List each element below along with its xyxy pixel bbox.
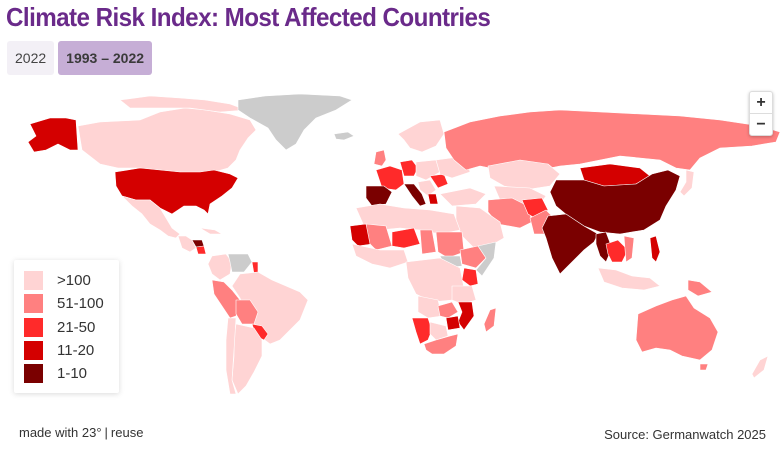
region-kenya[interactable] — [461, 267, 479, 287]
region-namibia[interactable] — [411, 317, 433, 345]
region-zimbabwe[interactable] — [445, 315, 461, 331]
region-india[interactable] — [541, 213, 599, 275]
region-spain[interactable] — [365, 185, 393, 207]
region-canada[interactable] — [77, 107, 257, 177]
region-thailand[interactable] — [605, 239, 629, 263]
legend-swatch — [24, 340, 43, 360]
region-venezuela[interactable] — [227, 253, 253, 273]
region-chile[interactable] — [225, 317, 237, 395]
region-iran[interactable] — [487, 197, 533, 229]
region-japan[interactable] — [679, 169, 695, 197]
region-russia[interactable] — [443, 109, 780, 173]
region-nicaragua[interactable] — [195, 245, 207, 255]
region-greece[interactable] — [427, 193, 439, 205]
period-tabs: 2022 1993 – 2022 — [7, 41, 153, 75]
legend-label: >100 — [57, 271, 91, 289]
region-south-africa[interactable] — [423, 333, 459, 355]
zoom-out-button[interactable]: − — [750, 113, 772, 135]
region-indonesia[interactable] — [597, 267, 661, 291]
region-mozambique[interactable] — [457, 301, 475, 331]
region-niger[interactable] — [391, 227, 421, 249]
map-legend: >100 51-100 21-50 11-20 1-10 — [14, 260, 119, 393]
region-new-zealand[interactable] — [751, 355, 769, 379]
zoom-controls: + − — [749, 91, 773, 136]
region-mauritania[interactable] — [349, 223, 373, 247]
region-somalia[interactable] — [475, 241, 497, 277]
region-alaska[interactable] — [27, 117, 79, 153]
legend-swatch — [24, 293, 43, 313]
legend-label: 51-100 — [57, 294, 104, 312]
region-iceland[interactable] — [333, 131, 355, 141]
region-ethiopia[interactable] — [459, 245, 487, 269]
region-sudan[interactable] — [435, 231, 465, 259]
page-title: Climate Risk Index: Most Affected Countr… — [6, 2, 491, 32]
made-with-link[interactable]: made with 23° — [19, 425, 102, 440]
tab-1993-2022[interactable]: 1993 – 2022 — [58, 41, 153, 75]
region-kazakhstan[interactable] — [487, 159, 561, 191]
legend-swatch — [24, 363, 43, 383]
zoom-in-button[interactable]: + — [756, 94, 766, 111]
legend-swatch — [24, 317, 43, 337]
world-map[interactable] — [0, 84, 780, 404]
region-australia[interactable] — [635, 295, 719, 361]
region-peru[interactable] — [211, 279, 241, 319]
region-tasmania[interactable] — [699, 363, 709, 371]
region-cuba[interactable] — [199, 227, 223, 235]
legend-label: 11-20 — [57, 341, 95, 359]
region-balkans[interactable] — [417, 179, 437, 197]
legend-label: 1-10 — [57, 364, 88, 382]
region-italy[interactable] — [403, 183, 427, 207]
region-scandinavia[interactable] — [397, 119, 445, 153]
region-chad[interactable] — [419, 229, 437, 255]
region-vietnam[interactable] — [623, 235, 635, 263]
reuse-link[interactable]: reuse — [110, 425, 144, 440]
region-romania[interactable] — [429, 173, 449, 189]
region-greenland[interactable] — [237, 93, 353, 151]
region-zambia[interactable] — [437, 301, 459, 319]
region-central-america[interactable] — [177, 235, 197, 253]
legend-item: >100 — [24, 270, 91, 290]
footer-separator: | — [104, 425, 108, 440]
legend-item: 11-20 — [24, 340, 94, 360]
tab-2022[interactable]: 2022 — [7, 41, 55, 75]
region-mali[interactable] — [365, 223, 393, 251]
region-turkey[interactable] — [439, 187, 487, 207]
region-colombia[interactable] — [207, 253, 233, 281]
legend-item: 1-10 — [24, 363, 87, 383]
region-bolivia[interactable] — [235, 299, 259, 325]
source-note: Source: Germanwatch 2025 — [604, 427, 766, 442]
region-angola[interactable] — [417, 295, 443, 319]
region-uk[interactable] — [373, 149, 387, 167]
region-tanzania[interactable] — [451, 285, 477, 305]
footer-credits: made with 23° | reuse — [19, 425, 143, 440]
region-madagascar[interactable] — [483, 307, 497, 333]
legend-swatch — [24, 270, 43, 290]
region-png[interactable] — [687, 279, 713, 297]
legend-item: 51-100 — [24, 293, 104, 313]
region-argentina[interactable] — [231, 323, 263, 395]
region-west-africa[interactable] — [351, 243, 409, 269]
region-philippines[interactable] — [649, 235, 661, 263]
legend-item: 21-50 — [24, 317, 95, 337]
legend-label: 21-50 — [57, 318, 96, 336]
